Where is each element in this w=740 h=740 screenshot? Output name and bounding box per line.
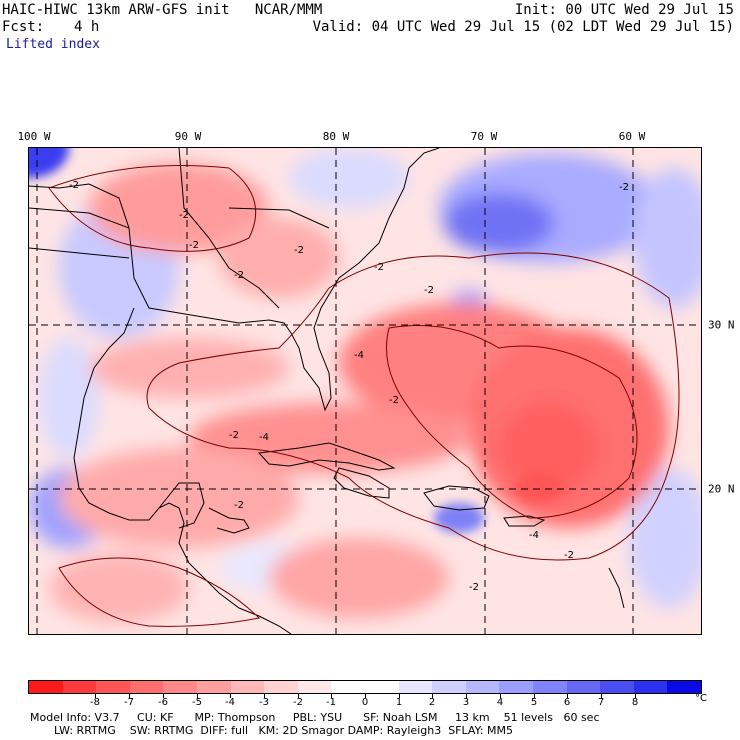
colorbar-tick-label: 5 <box>530 697 538 708</box>
colorbar-tick <box>567 694 568 698</box>
lon-label-60w: 60 W <box>618 130 646 143</box>
colorbar-swatch <box>432 681 466 693</box>
field-name: Lifted index <box>6 37 100 52</box>
colorbar-tick-label: 7 <box>597 697 605 708</box>
lat-label-20n: 20 N <box>708 482 735 496</box>
colorbar-tick <box>331 694 332 698</box>
colorbar-tick <box>163 694 164 698</box>
colorbar-swatch <box>667 681 701 693</box>
colorbar-tick <box>601 694 602 698</box>
colorbar-unit: °C <box>695 693 707 704</box>
lifted-index-map: -2 -2 -2 -2 -2 -2 -2 -4 -2 -4 -2 -4 -2 -… <box>28 147 702 635</box>
colorbar-swatch <box>129 681 164 693</box>
contour-label: -2 <box>564 550 574 561</box>
colorbar-swatch <box>331 681 365 693</box>
colorbar-swatch <box>297 681 332 693</box>
colorbar-tick-label: -7 <box>124 697 134 708</box>
init-time: Init: 00 UTC Wed 29 Jul 15 <box>514 2 734 18</box>
colorbar-tick <box>635 694 636 698</box>
lon-label-90w: 90 W <box>174 130 202 143</box>
forecast-hour: 4 h <box>74 19 100 35</box>
contour-label: -2 <box>234 500 244 511</box>
contour-label: -2 <box>234 270 244 281</box>
contour-label: -2 <box>389 395 399 406</box>
colorbar-swatch <box>96 681 130 693</box>
colorbar-swatch <box>163 681 197 693</box>
colorbar-tick-label: -3 <box>259 697 269 708</box>
contour-label: -4 <box>529 530 539 541</box>
colorbar-tick-label: -4 <box>225 697 235 708</box>
colorbar-tick-label: -5 <box>192 697 202 708</box>
colorbar-swatch <box>364 681 399 693</box>
colorbar-swatch <box>465 681 500 693</box>
colorbar-tick-label: 3 <box>462 697 470 708</box>
contour-label: -4 <box>354 350 364 361</box>
colorbar-tick <box>534 694 535 698</box>
colorbar-tick-label: 6 <box>563 697 571 708</box>
colorbar-tick <box>432 694 433 698</box>
lat-label-30n: 30 N <box>708 318 735 332</box>
colorbar-tick <box>466 694 467 698</box>
colorbar-tick-label: 4 <box>496 697 504 708</box>
colorbar-tick-label: 2 <box>428 697 436 708</box>
colorbar-tick <box>197 694 198 698</box>
coastlines <box>29 148 625 634</box>
colorbar-tick <box>500 694 501 698</box>
colorbar-tick <box>264 694 265 698</box>
colorbar-swatch <box>566 681 601 693</box>
colorbar <box>28 680 702 694</box>
colorbar-tick <box>230 694 231 698</box>
forecast-label: Fcst: <box>2 19 45 35</box>
colorbar-tick-label: -8 <box>90 697 100 708</box>
model-info-line-1: Model Info: V3.7 CU: KF MP: Thompson PBL… <box>30 711 600 724</box>
colorbar-swatch <box>398 681 433 693</box>
model-info-line-2: LW: RRTMG SW: RRTMG DIFF: full KM: 2D Sm… <box>54 724 514 737</box>
colorbar-tick-label: 1 <box>395 697 403 708</box>
contour-label: -2 <box>374 262 384 273</box>
colorbar-tick-label: 0 <box>361 697 369 708</box>
lifted-index-field <box>29 148 701 623</box>
colorbar-swatch <box>196 681 231 693</box>
contour-label: -2 <box>424 285 434 296</box>
contour-label: -2 <box>619 182 629 193</box>
contour-label: -4 <box>259 432 269 443</box>
colorbar-swatch <box>600 681 634 693</box>
colorbar-swatch <box>499 681 533 693</box>
colorbar-tick <box>129 694 130 698</box>
colorbar-tick-label: -1 <box>326 697 336 708</box>
valid-time: Valid: 04 UTC Wed 29 Jul 15 (02 LDT Wed … <box>312 19 734 35</box>
colorbar-tick <box>298 694 299 698</box>
colorbar-tick-label: 8 <box>631 697 639 708</box>
contour-label: -2 <box>189 240 199 251</box>
colorbar-swatch <box>29 681 63 693</box>
colorbar-swatch <box>62 681 97 693</box>
li-contours <box>48 165 680 627</box>
contour-label: -2 <box>69 180 79 191</box>
latlon-grid <box>29 148 701 634</box>
colorbar-tick-label: -6 <box>158 697 168 708</box>
colorbar-swatch <box>532 681 567 693</box>
colorbar-swatch <box>230 681 265 693</box>
colorbar-swatch <box>633 681 668 693</box>
contour-label: -2 <box>294 245 304 256</box>
colorbar-swatch <box>264 681 298 693</box>
colorbar-tick <box>399 694 400 698</box>
colorbar-tick <box>95 694 96 698</box>
contour-label: -2 <box>229 430 239 441</box>
contour-label: -2 <box>179 210 189 221</box>
model-title: HAIC-HIWC 13km ARW-GFS init NCAR/MMM <box>2 2 323 18</box>
lon-label-70w: 70 W <box>470 130 498 143</box>
colorbar-tick <box>365 694 366 698</box>
contour-label: -2 <box>469 582 479 593</box>
lon-label-80w: 80 W <box>322 130 350 143</box>
colorbar-tick-label: -2 <box>293 697 303 708</box>
lon-label-100w: 100 W <box>17 130 51 143</box>
